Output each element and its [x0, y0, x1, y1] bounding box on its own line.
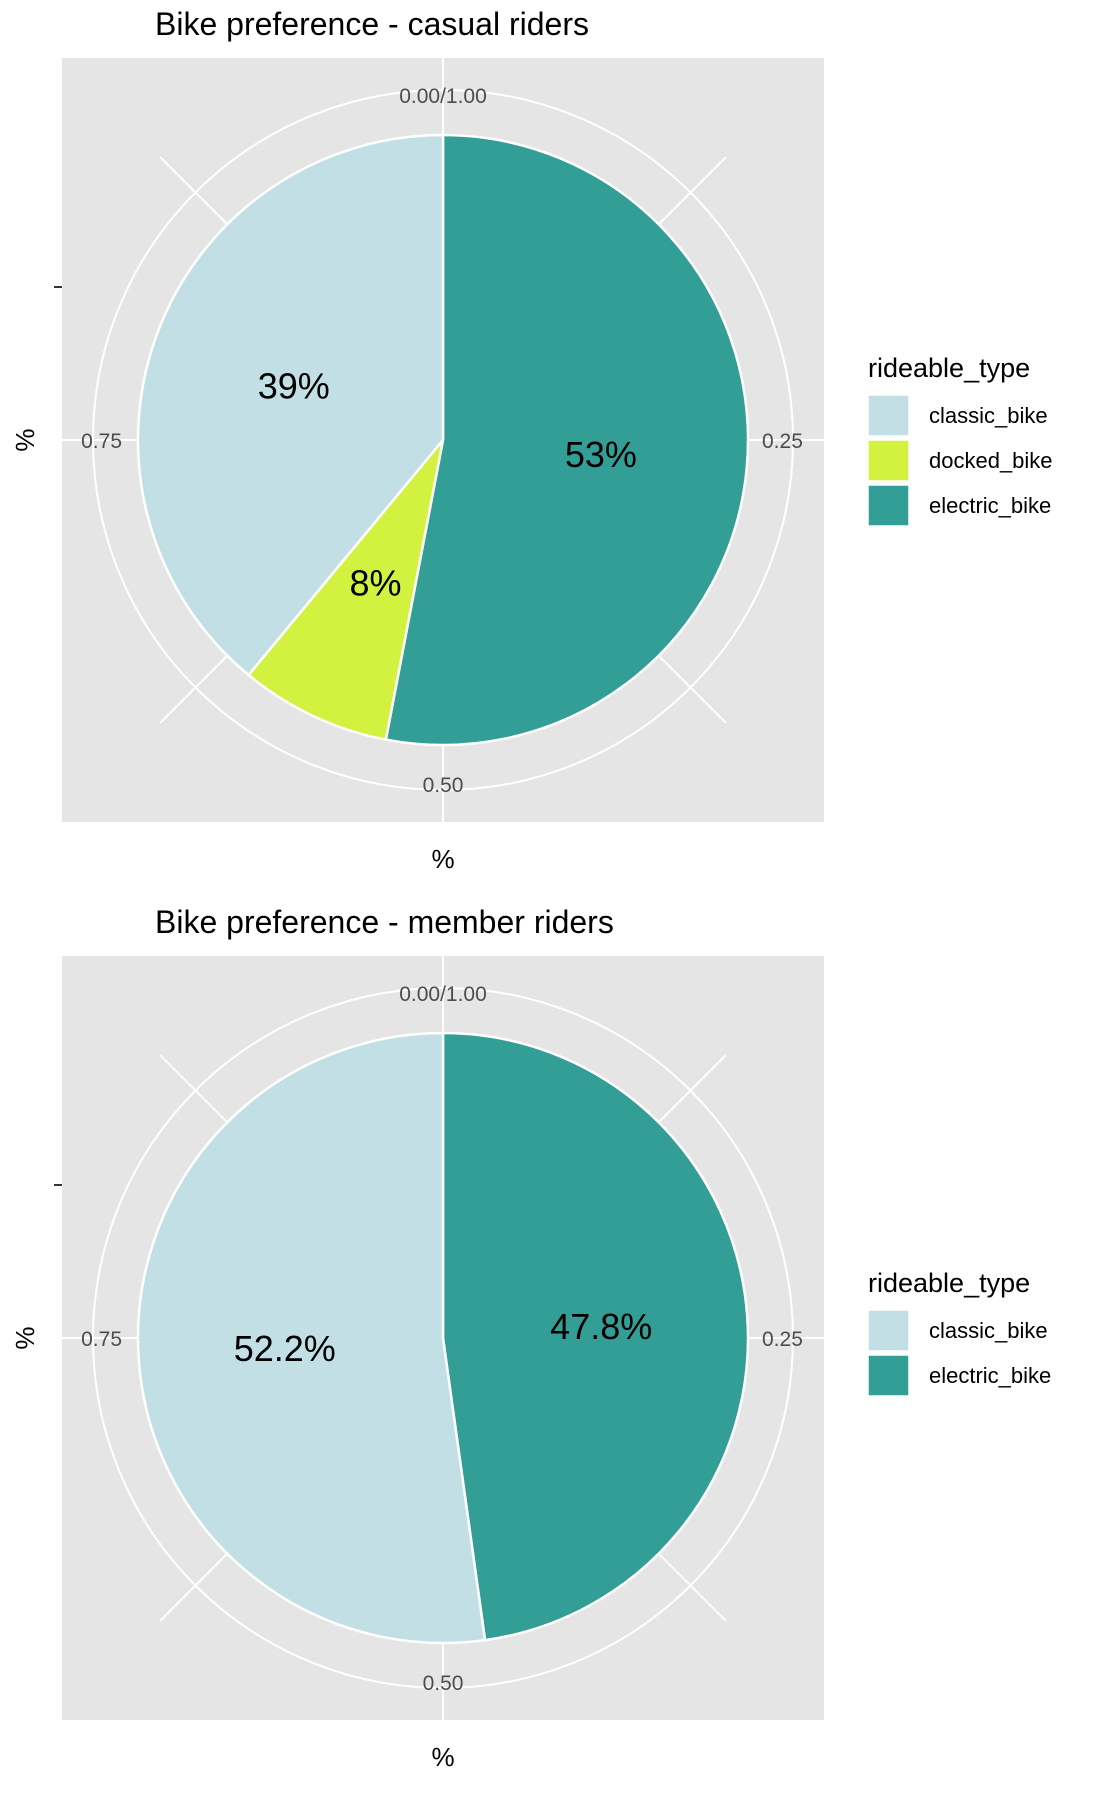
- legend-key-electric_bike: [867, 484, 910, 527]
- chart-casual-riders: Bike preference - casual riders 53% 8% 39%…: [0, 0, 1095, 898]
- legend-key-electric_bike: [867, 1354, 910, 1397]
- legend-key-classic_bike: [867, 1309, 910, 1352]
- slice-label-electric_bike: 47.8%: [550, 1306, 652, 1347]
- theta-tick-0: 0.00/1.00: [399, 983, 487, 1006]
- legend-label-classic_bike: classic_bike: [929, 403, 1048, 428]
- pie-slice-classic_bike: [136, 1031, 487, 1645]
- legend-key-docked_bike: [867, 439, 910, 482]
- legend-items: classic_bike electric_bike: [867, 1309, 1051, 1397]
- chart-svg: Bike preference - casual riders 53% 8% 39%…: [10, 6, 1053, 874]
- chart-title: Bike preference - member riders: [155, 904, 614, 940]
- y-axis-label: %: [10, 1326, 40, 1349]
- x-axis-label: %: [431, 1742, 454, 1772]
- grid-spoke: [159, 1054, 229, 1124]
- pie-slice-electric_bike: [384, 133, 750, 747]
- grid-spoke: [657, 156, 727, 226]
- legend: rideable_type classic_bike docked_bikeele…: [867, 353, 1053, 527]
- legend-label-electric_bike: electric_bike: [929, 493, 1051, 518]
- theta-tick-3: 0.75: [81, 1328, 122, 1351]
- slice-labels: 47.8% 52.2%: [234, 1306, 653, 1369]
- grid-spoke: [159, 654, 229, 724]
- theta-tick-3: 0.75: [81, 430, 122, 453]
- y-axis-label: %: [10, 428, 40, 451]
- theta-tick-2: 0.50: [423, 1672, 464, 1695]
- grid-spoke: [657, 1054, 727, 1124]
- legend-key-classic_bike: [867, 394, 910, 437]
- pie-slice-electric_bike: [441, 1031, 750, 1642]
- polar-grid: [43, 938, 843, 1738]
- grid-spoke: [657, 1552, 727, 1622]
- theta-tick-2: 0.50: [423, 774, 464, 797]
- slice-label-docked_bike: 8%: [349, 563, 401, 604]
- pie-slice-classic_bike: [136, 133, 445, 677]
- theta-tick-1: 0.25: [762, 430, 803, 453]
- legend-title: rideable_type: [868, 353, 1030, 383]
- legend-items: classic_bike docked_bike electric_bike: [867, 394, 1053, 527]
- grid-spoke: [159, 156, 229, 226]
- x-axis-label: %: [431, 844, 454, 874]
- slice-labels: 53% 8% 39%: [258, 365, 637, 603]
- slice-label-electric_bike: 53%: [565, 434, 637, 475]
- legend-label-classic_bike: classic_bike: [929, 1318, 1048, 1343]
- grid-spoke: [657, 654, 727, 724]
- legend-label-electric_bike: electric_bike: [929, 1363, 1051, 1388]
- pie-slices: [136, 1031, 750, 1645]
- slice-label-classic_bike: 52.2%: [234, 1328, 336, 1369]
- chart-svg: Bike preference - member riders 47.8% 52.…: [10, 904, 1051, 1772]
- theta-tick-0: 0.00/1.00: [399, 85, 487, 108]
- polar-grid: [43, 40, 843, 840]
- legend-title: rideable_type: [868, 1268, 1030, 1298]
- pie-slices: [136, 133, 750, 747]
- legend-label-docked_bike: docked_bike: [929, 448, 1053, 473]
- legend: rideable_type classic_bike electric_bike: [867, 1268, 1051, 1397]
- pie-slice-docked_bike: [247, 438, 445, 741]
- grid-spoke: [159, 1552, 229, 1622]
- theta-tick-1: 0.25: [762, 1328, 803, 1351]
- slice-label-classic_bike: 39%: [258, 365, 330, 406]
- chart-title: Bike preference - casual riders: [155, 6, 589, 42]
- chart-member-riders: Bike preference - member riders 47.8% 52.…: [0, 898, 1095, 1796]
